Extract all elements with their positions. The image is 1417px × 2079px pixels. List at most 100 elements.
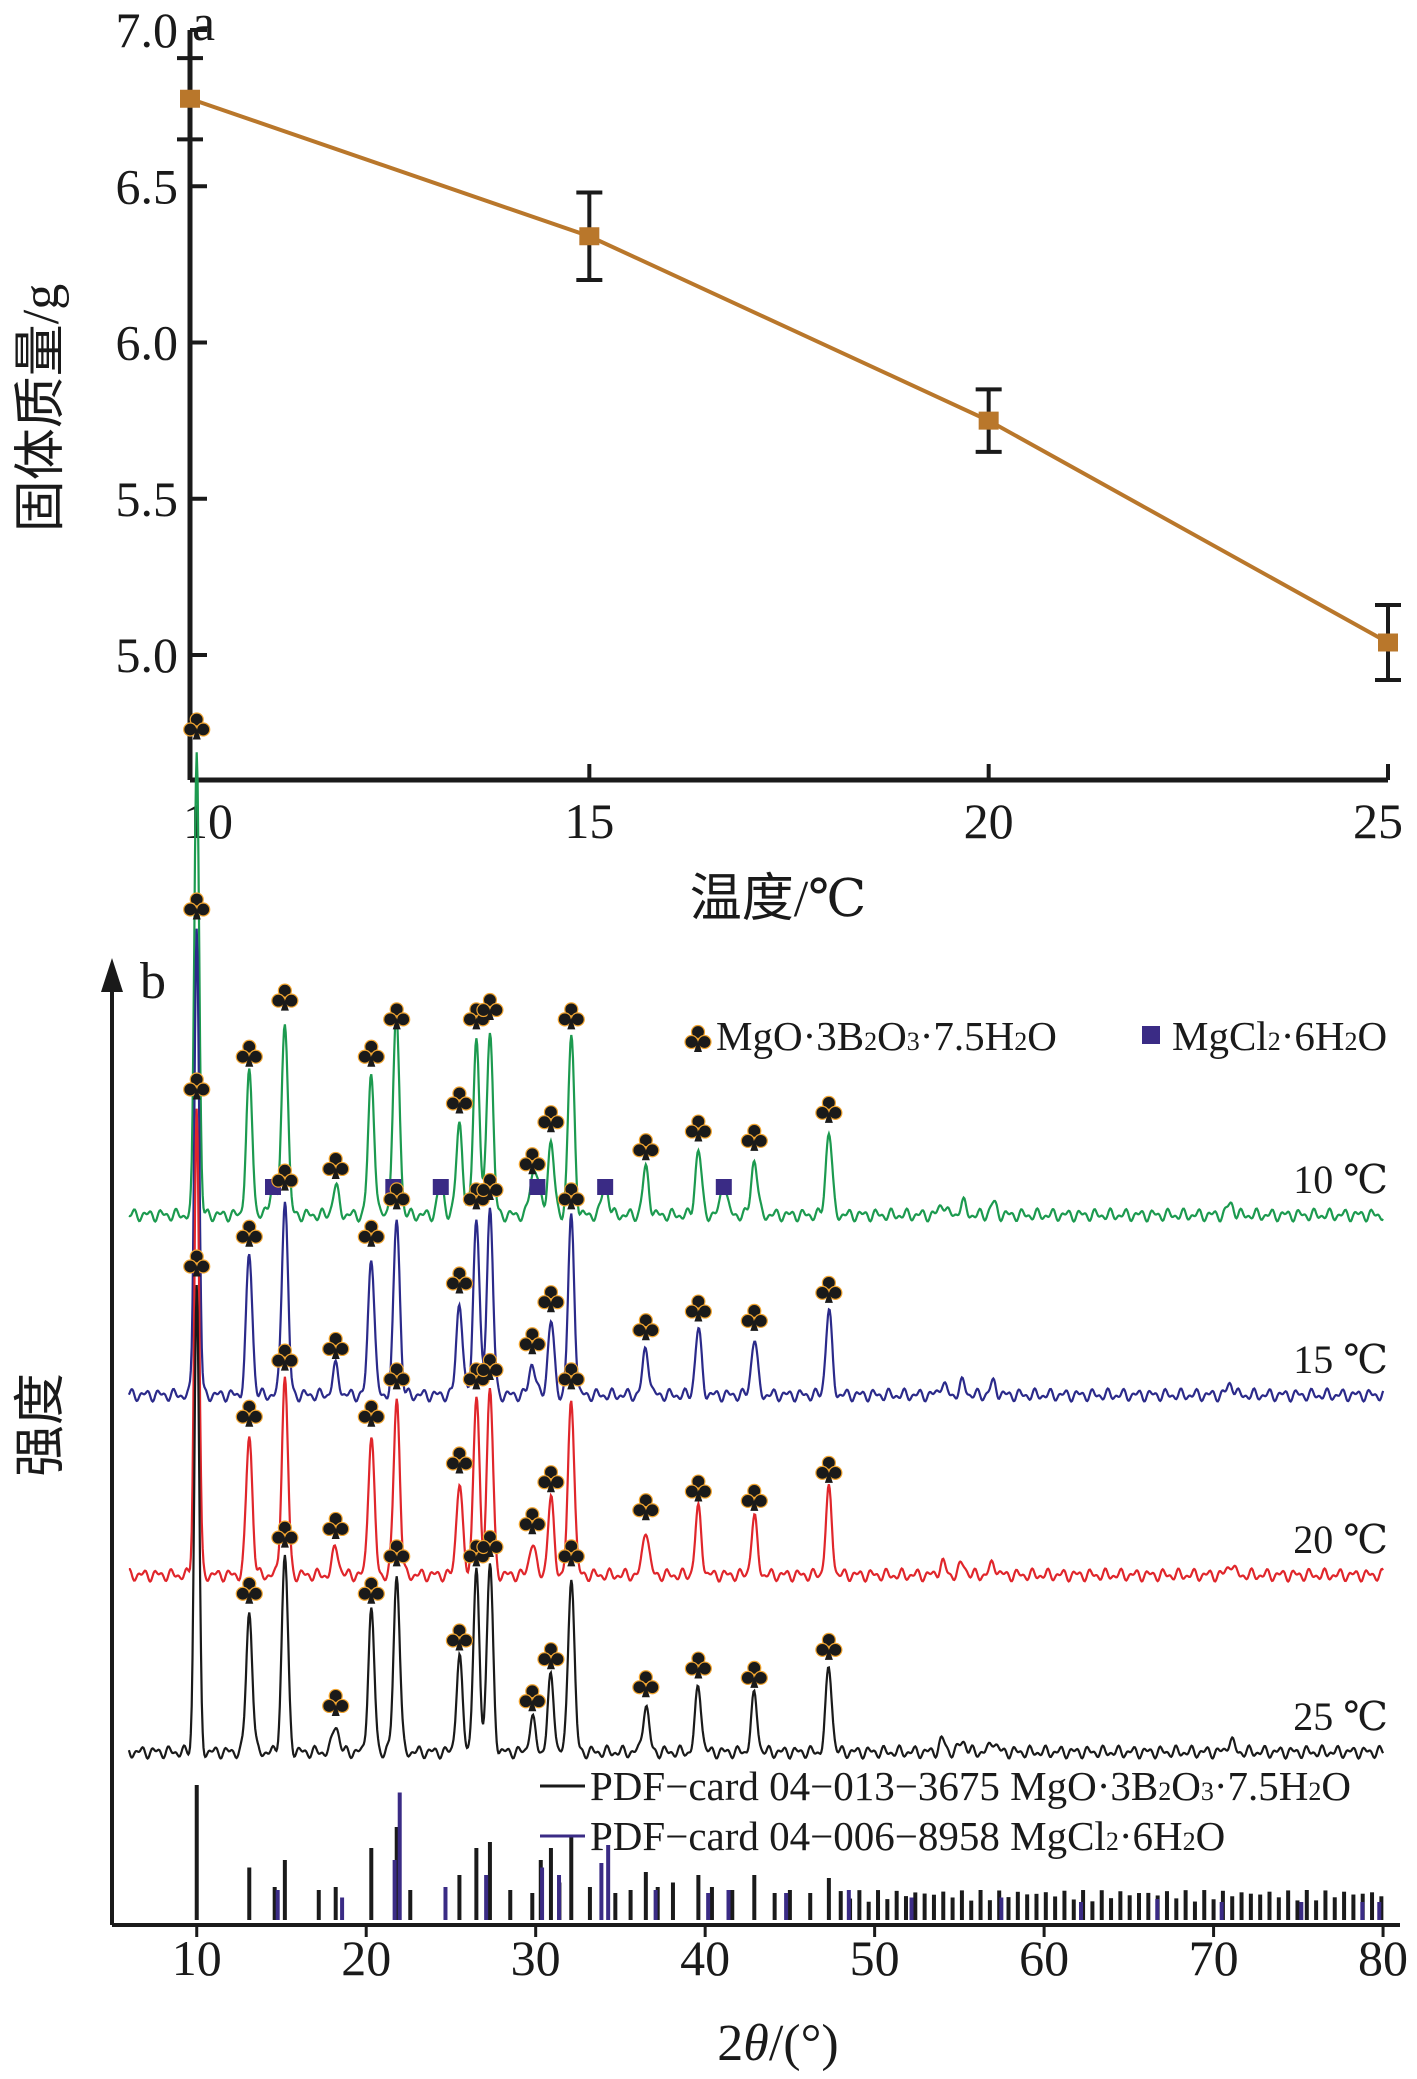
club-marker: [445, 1623, 474, 1651]
club-lobe: [389, 1182, 404, 1197]
club-marker: [537, 1105, 565, 1133]
club-stem: [694, 1666, 703, 1679]
club-lobe: [638, 1133, 653, 1148]
club-stem: [367, 1234, 376, 1247]
club-lobe: [525, 1507, 540, 1522]
club-marker: [632, 1313, 660, 1341]
club-marker: [518, 1684, 546, 1712]
ref-card-legend-label-part-4: O: [1196, 1813, 1226, 1859]
club-marker: [357, 1219, 385, 1247]
club-stem: [392, 1197, 401, 1210]
club-marker: [183, 712, 211, 740]
ref-card-legend-label-part-1: 2: [1158, 1777, 1171, 1806]
panel-b-x-tick-label: 60: [1019, 1930, 1069, 1986]
club-marker: [183, 1249, 211, 1277]
panel-a-x-axis-label: 温度/℃: [690, 871, 867, 928]
xrd-trace-temperature-label: 10 ℃: [1293, 1157, 1388, 1202]
panel-a-data-point: [1378, 633, 1398, 652]
panel-a-y-tick-label: 6.5: [116, 158, 179, 214]
club-marker: [235, 1219, 263, 1247]
club-lobe: [277, 983, 292, 998]
club-stem: [245, 1414, 254, 1427]
ref-card-legend-label-part-0: PDF−card 04−013−3675 MgO·3B: [590, 1763, 1158, 1809]
panel-a-x-tick-label: 20: [964, 793, 1014, 849]
mgcl2-marker: [597, 1179, 614, 1195]
club-marker: [518, 1507, 546, 1535]
legend-borate-label-part-2: O: [877, 1013, 907, 1059]
club-marker: [557, 1362, 585, 1390]
legend-borate-label-part-3: 3: [907, 1027, 920, 1056]
legend-mgcl2-label-part-4: O: [1357, 1013, 1387, 1059]
club-stem: [331, 1703, 340, 1716]
club-lobe: [277, 1520, 292, 1535]
club-stem: [528, 1162, 537, 1175]
club-marker: [632, 1493, 660, 1521]
club-marker: [271, 1343, 299, 1371]
club-marker: [357, 1039, 385, 1067]
club-stem: [824, 1110, 833, 1123]
club-lobe: [821, 1455, 836, 1470]
club-stem: [367, 1414, 376, 1427]
club-marker: [271, 983, 299, 1011]
club-lobe: [543, 1465, 559, 1480]
panel-a-x-tick-label: 10: [183, 793, 233, 849]
club-marker: [684, 1651, 712, 1679]
legend-mgcl2-label-part-1: 2: [1268, 1027, 1281, 1056]
club-marker: [383, 1002, 411, 1030]
panel-b-label: b: [140, 953, 166, 1010]
panel-b-x-tick-label: 40: [680, 1930, 730, 1986]
club-stem: [331, 1346, 340, 1359]
club-stem: [694, 1489, 703, 1502]
club-stem: [192, 907, 201, 920]
club-lobe: [525, 1327, 540, 1342]
club-lobe: [821, 1632, 836, 1647]
panel-a-data-point: [579, 227, 600, 246]
club-lobe: [747, 1303, 762, 1319]
club-marker: [684, 1294, 712, 1322]
club-marker: [383, 1539, 411, 1567]
club-stem: [694, 1040, 702, 1052]
club-marker: [383, 1182, 411, 1210]
club-stem: [546, 1300, 555, 1313]
legend-borate-label-part-6: O: [1027, 1013, 1057, 1059]
club-marker: [740, 1303, 768, 1331]
club-stem: [245, 1054, 254, 1067]
club-stem: [641, 1508, 650, 1521]
panel-b-y-axis-label: 强度: [13, 1373, 70, 1477]
panel-a-y-tick-label: 5.0: [116, 627, 179, 683]
ref-card-legend-label: PDF−card 04−006−8958 MgCl2·6H2O: [590, 1813, 1225, 1859]
club-lobe: [189, 1249, 204, 1264]
x-label-two: 2: [717, 2015, 743, 2072]
club-marker: [632, 1133, 660, 1161]
club-lobe: [638, 1313, 653, 1328]
legend-borate-label-part-1: 2: [864, 1027, 877, 1056]
panel-a-label: a: [192, 0, 215, 52]
ref-card-legend-label-part-2: O: [1171, 1763, 1201, 1809]
club-marker: [740, 1123, 768, 1151]
club-stem: [485, 1368, 494, 1380]
club-stem: [528, 1699, 537, 1712]
legend-borate-label: MgO·3B2O3·7.5H2O: [716, 1013, 1057, 1059]
club-stem: [485, 1188, 494, 1200]
panel-a-y-tick-label: 5.5: [116, 471, 179, 527]
club-stem: [824, 1647, 833, 1660]
panel-b-legend: MgO·3B2O3·7.5H2O MgCl2·6H2O: [684, 1013, 1387, 1059]
club-lobe: [821, 1095, 836, 1110]
club-stem: [392, 1017, 401, 1030]
club-marker: [322, 1688, 350, 1716]
panel-b-x-tick-label: 70: [1189, 1930, 1239, 1986]
club-lobe: [564, 1182, 579, 1197]
club-marker: [322, 1151, 350, 1179]
club-stem: [392, 1377, 401, 1390]
club-lobe: [328, 1331, 343, 1347]
club-lobe: [482, 1172, 498, 1188]
club-lobe: [691, 1651, 706, 1666]
club-stem: [641, 1685, 650, 1698]
ref-card-legend-label-part-0: PDF−card 04−006−8958 MgCl: [590, 1813, 1106, 1859]
club-stem: [245, 1234, 254, 1247]
club-lobe: [482, 1352, 498, 1368]
club-lobe: [691, 1474, 706, 1489]
club-marker: [518, 1327, 546, 1355]
x-label-unit: /(°): [769, 2015, 839, 2072]
club-lobe: [328, 1511, 343, 1527]
